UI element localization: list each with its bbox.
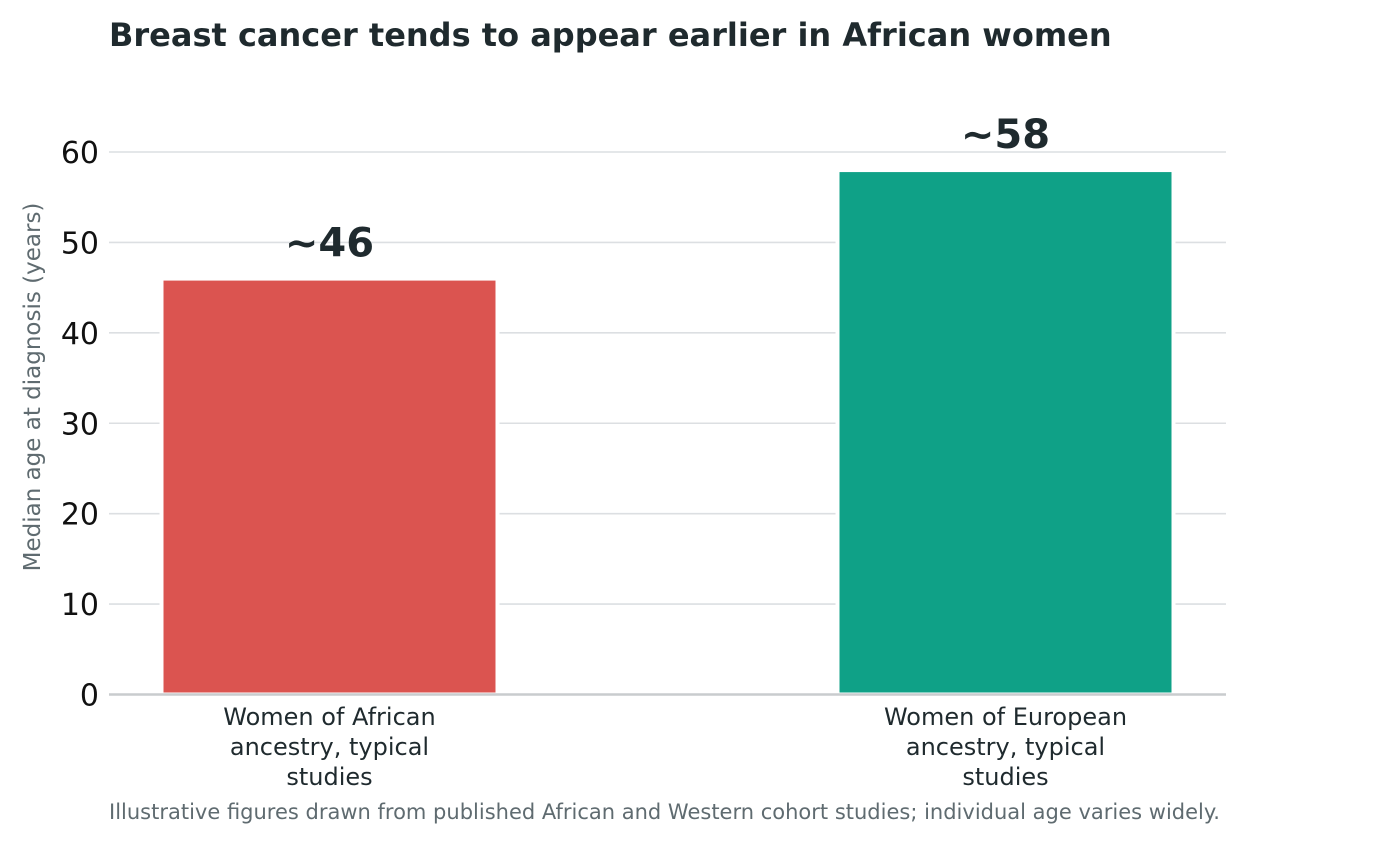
data-label-1: ~46 bbox=[285, 221, 374, 267]
y-tick-label-30: 30 bbox=[61, 407, 99, 442]
y-tick-label-60: 60 bbox=[61, 136, 99, 171]
bar-1 bbox=[159, 276, 500, 697]
y-tick-label-10: 10 bbox=[61, 588, 99, 623]
y-axis-label: Median age at diagnosis (years) bbox=[20, 203, 46, 572]
y-tick-label-40: 40 bbox=[61, 317, 99, 352]
y-tick-label-20: 20 bbox=[61, 498, 99, 533]
y-tick-labels: 0 10 20 30 40 50 60 bbox=[61, 136, 99, 714]
x-tick-label-2: Women of European ancestry, typical studie… bbox=[884, 703, 1127, 791]
y-tick-label-0: 0 bbox=[80, 679, 99, 714]
data-labels: ~46 ~58 bbox=[285, 112, 1050, 267]
data-label-2: ~58 bbox=[961, 112, 1050, 158]
bar-2 bbox=[835, 168, 1176, 697]
chart-caption: Illustrative figures drawn from publishe… bbox=[109, 800, 1220, 824]
x-tick-label-1: Women of African ancestry, typical studies bbox=[223, 703, 435, 791]
bars bbox=[159, 168, 1176, 697]
chart-title: Breast cancer tends to appear earlier in… bbox=[109, 16, 1112, 54]
y-tick-label-50: 50 bbox=[61, 226, 99, 261]
x-tick-labels: Women of African ancestry, typical studies… bbox=[223, 703, 1127, 791]
